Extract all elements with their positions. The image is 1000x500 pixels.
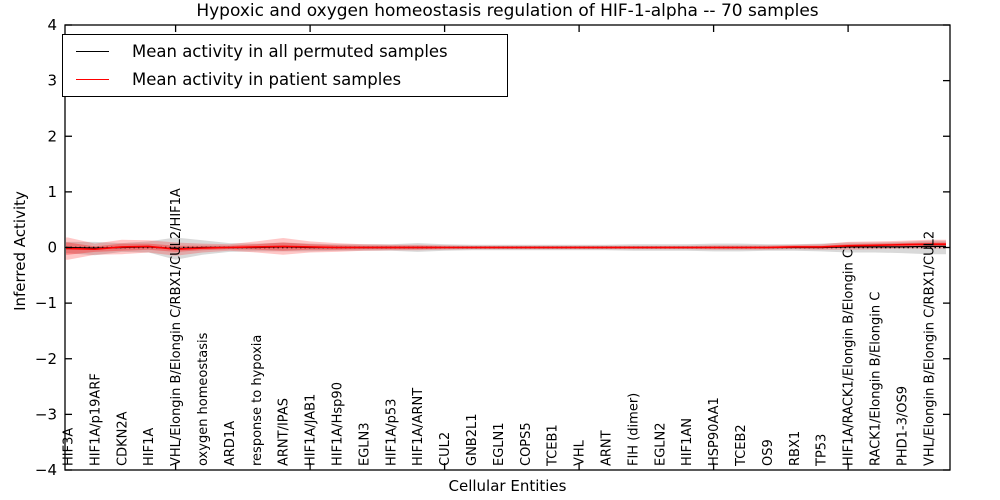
x-category-label: HIF1A/ARNT (411, 388, 426, 466)
x-category-label: COPS5 (519, 422, 534, 466)
x-category-label: ARNT/IPAS (277, 398, 292, 466)
y-tick-label: 3 (47, 72, 57, 90)
x-category-label: FIH (dimer) (626, 393, 641, 466)
patient-line-swatch (76, 78, 109, 80)
y-tick-label: 2 (47, 127, 57, 145)
y-tick-label: −3 (35, 405, 57, 423)
y-tick-label: −2 (35, 350, 57, 368)
x-category-label: oxygen homeostasis (196, 332, 211, 466)
x-category-label: PHD1-3/OS9 (895, 386, 910, 466)
y-tick-label: 1 (47, 183, 57, 201)
x-category-label: VHL/Elongin B/Elongin C/RBX1/CUL2 (922, 231, 937, 466)
x-category-label: RBX1 (788, 431, 803, 466)
chart-title: Hypoxic and oxygen homeostasis regulatio… (196, 1, 819, 21)
x-category-label: TCEB1 (546, 424, 561, 467)
y-tick-label: −1 (35, 294, 57, 312)
x-category-label: OS9 (761, 439, 776, 466)
x-category-label: HIF1A/JAB1 (304, 394, 319, 466)
x-category-label: HSP90AA1 (707, 397, 722, 466)
x-axis-label: Cellular Entities (448, 477, 567, 495)
patient-mean-line (66, 243, 946, 251)
x-category-label: CDKN2A (115, 411, 130, 466)
x-category-label: GNB2L1 (465, 413, 480, 466)
x-category-label: CUL2 (438, 432, 453, 466)
permuted-line-swatch (76, 51, 109, 53)
x-category-label: TCEB2 (734, 424, 749, 467)
x-category-label: VHL/Elongin B/Elongin C/RBX1/CUL2/HIF1A (169, 188, 184, 466)
x-category-label: HIF1AN (680, 418, 695, 466)
x-category-label: EGLN3 (357, 422, 372, 466)
patient-samples-spread-inner-band (66, 242, 946, 255)
patient-samples-spread-outer-band (66, 237, 946, 260)
x-category-label: HIF1A/Hsp90 (331, 382, 346, 466)
x-category-label: HIF1A/p19ARF (88, 373, 103, 466)
x-category-label: ARNT (600, 430, 615, 466)
permuted-samples-spread-band (66, 237, 946, 260)
x-category-label: HIF1A/RACK1/Elongin B/Elongin C (842, 249, 857, 466)
x-category-label: EGLN1 (492, 422, 507, 466)
legend-entry-permuted: Mean activity in all permuted samples (63, 39, 507, 65)
legend-label-permuted: Mean activity in all permuted samples (132, 42, 448, 62)
x-category-label: HIF1A/p53 (384, 399, 399, 466)
x-category-label: VHL (573, 439, 588, 466)
y-tick-label: −4 (35, 461, 57, 479)
y-tick-label: 4 (47, 16, 57, 34)
x-category-label: ARD1A (223, 421, 238, 466)
x-category-label: TP53 (815, 434, 830, 467)
x-category-label: HIF1A (142, 428, 157, 466)
x-category-label: RACK1/Elongin B/Elongin C (869, 292, 884, 466)
x-category-label: HIF3A (62, 428, 77, 466)
legend-entry-patient: Mean activity in patient samples (63, 66, 507, 92)
x-category-label: response to hypoxia (250, 335, 265, 466)
legend: Mean activity in all permuted samples Me… (62, 34, 508, 97)
x-category-label: EGLN2 (653, 422, 668, 466)
legend-label-patient: Mean activity in patient samples (132, 69, 402, 89)
y-axis-label: Inferred Activity (11, 191, 29, 311)
y-tick-label: 0 (47, 239, 57, 257)
